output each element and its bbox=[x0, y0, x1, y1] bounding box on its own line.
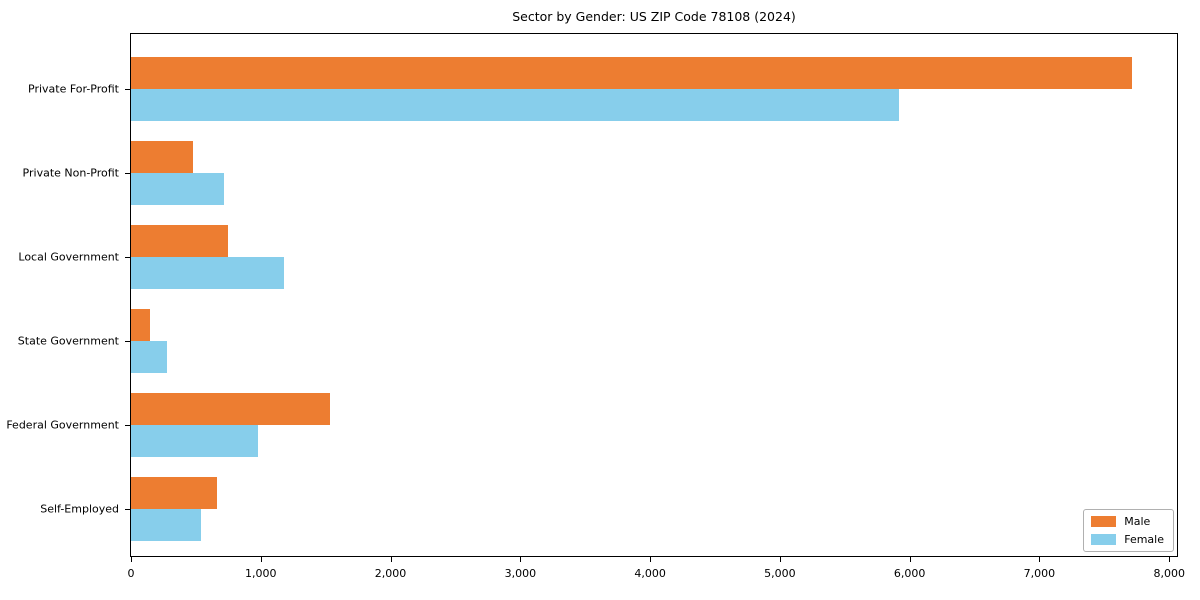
legend-swatch-male bbox=[1091, 516, 1117, 527]
bar-male-federal-government bbox=[131, 393, 330, 425]
x-tick-label: 3,000 bbox=[504, 567, 537, 580]
x-tick-label: 5,000 bbox=[764, 567, 796, 580]
bar-female-state-government bbox=[131, 341, 168, 373]
bar-female-private-for-profit bbox=[131, 89, 900, 121]
x-axis-tick bbox=[1039, 557, 1041, 562]
x-tick-label: 8,000 bbox=[1153, 567, 1185, 580]
bar-female-private-non-profit bbox=[131, 173, 225, 205]
y-axis-tick bbox=[125, 173, 130, 174]
x-axis-tick bbox=[650, 557, 652, 562]
x-axis-tick bbox=[390, 557, 392, 562]
x-axis-tick bbox=[260, 557, 262, 562]
x-axis-tick bbox=[131, 557, 132, 562]
legend-swatch-female bbox=[1091, 534, 1117, 545]
y-axis-tick bbox=[125, 89, 130, 90]
y-axis-tick bbox=[125, 425, 130, 426]
x-tick-label: 7,000 bbox=[1023, 567, 1056, 580]
legend: Male Female bbox=[1083, 509, 1174, 552]
bar-male-private-for-profit bbox=[131, 57, 1132, 89]
x-axis-tick bbox=[779, 557, 781, 562]
bar-male-state-government bbox=[131, 309, 151, 341]
category-label-local-government: Local Government bbox=[18, 250, 119, 264]
y-axis-tick bbox=[125, 509, 130, 510]
x-axis-tick bbox=[1169, 557, 1171, 562]
bar-female-local-government bbox=[131, 257, 285, 289]
x-tick-label: 0 bbox=[127, 567, 135, 580]
x-axis-tick bbox=[520, 557, 522, 562]
chart-title: Sector by Gender: US ZIP Code 78108 (202… bbox=[512, 9, 796, 24]
legend-entry-male: Male bbox=[1091, 515, 1164, 528]
plot-area: Private For-Profit Private Non-Profit Loca… bbox=[6, 33, 1185, 580]
x-axis-tick bbox=[909, 557, 911, 562]
legend-label-female: Female bbox=[1124, 533, 1164, 546]
bar-male-local-government bbox=[131, 225, 229, 257]
y-axis-tick bbox=[125, 341, 130, 342]
bar-male-self-employed bbox=[131, 477, 217, 509]
x-tick-label: 1,000 bbox=[245, 567, 277, 580]
category-label-state-government: State Government bbox=[17, 334, 119, 348]
x-tick-label: 2,000 bbox=[374, 567, 407, 580]
legend-entry-female: Female bbox=[1091, 533, 1164, 546]
category-label-private-for-profit: Private For-Profit bbox=[28, 82, 119, 96]
x-tick-label: 4,000 bbox=[634, 567, 666, 580]
category-label-self-employed: Self-Employed bbox=[40, 502, 119, 516]
legend-label-male: Male bbox=[1124, 515, 1151, 528]
y-axis-tick bbox=[125, 257, 130, 258]
bar-female-federal-government bbox=[131, 425, 259, 457]
category-label-federal-government: Federal Government bbox=[6, 418, 119, 432]
category-label-private-non-profit: Private Non-Profit bbox=[22, 166, 119, 180]
x-tick-label: 6,000 bbox=[893, 567, 926, 580]
bar-male-private-non-profit bbox=[131, 141, 194, 173]
bar-female-self-employed bbox=[131, 509, 202, 541]
